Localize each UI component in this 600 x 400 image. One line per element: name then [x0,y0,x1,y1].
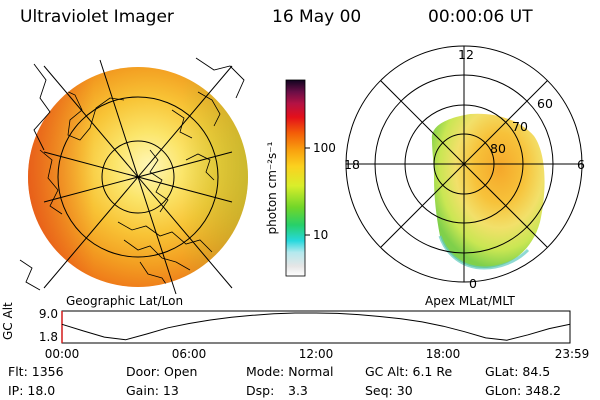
altitude-plot-frame [61,310,571,344]
info-block: Flt: 1356 IP: 18.0 Door: Open Gain: 13 M… [8,364,561,398]
polar-grid [345,45,583,283]
time-tick-label: 18:00 [426,347,461,361]
altitude-ymax-label: 9.0 [39,307,58,321]
time-tick-label: 23:59 [555,347,590,361]
polar-caption: Apex MLat/MLT [425,294,515,308]
date-label: 16 May 00 [272,7,361,27]
geographic-panel [19,57,248,295]
altitude-ylabel: GC Alt [1,302,15,340]
mlt-label-midnight: 0 [469,276,477,291]
coastline-outline [33,63,51,151]
mode-value: Mode: Normal [246,364,333,379]
polar-panel: 12 18 6 0 60 70 80 [344,45,585,291]
altitude-ymin-label: 1.8 [39,330,58,344]
mlt-label-dusk: 18 [344,157,360,172]
ip-value: IP: 18.0 [8,383,55,398]
colorbar-gradient [285,79,306,277]
mlat-label-70: 70 [512,119,528,134]
auroral-oval [431,113,545,268]
time-tick-label: 12:00 [299,347,334,361]
mlt-label-noon: 12 [458,47,474,62]
time-tick-label: 00:00 [45,347,80,361]
glat-value: GLat: 84.5 [485,364,550,379]
time-label: 00:00:06 UT [428,7,533,27]
gc-alt-value: GC Alt: 6.1 Re [365,364,452,379]
coastline-outline [195,57,245,99]
auroral-oval-edge [438,235,530,270]
mlat-label-60: 60 [537,96,553,111]
colorbar-tick-label: 100 [313,141,336,155]
dsp-label: Dsp: [246,383,274,398]
coastline-outline [19,259,41,291]
altitude-series-line [61,312,571,341]
colorbar-label: photon cm⁻²s⁻¹ [265,141,279,234]
colorbar: 100 10 photon cm⁻²s⁻¹ [265,79,336,277]
flight-number: Flt: 1356 [8,364,64,379]
mlat-label-80: 80 [490,141,506,156]
door-status: Door: Open [126,364,197,379]
colorbar-tick-label: 10 [313,228,328,242]
mlt-label-dawn: 6 [577,157,585,172]
altitude-strip: GC Alt 9.0 1.8 00:00 06:00 12:00 18:00 2… [1,302,589,361]
gain-value: Gain: 13 [126,383,179,398]
time-tick-label: 06:00 [172,347,207,361]
dsp-value: 3.3 [288,383,308,398]
glon-value: GLon: 348.2 [485,383,561,398]
instrument-title: Ultraviolet Imager [20,7,174,27]
geo-caption: Geographic Lat/Lon [66,294,183,308]
geo-grid [43,59,233,295]
sequence-value: Seq: 30 [365,383,413,398]
